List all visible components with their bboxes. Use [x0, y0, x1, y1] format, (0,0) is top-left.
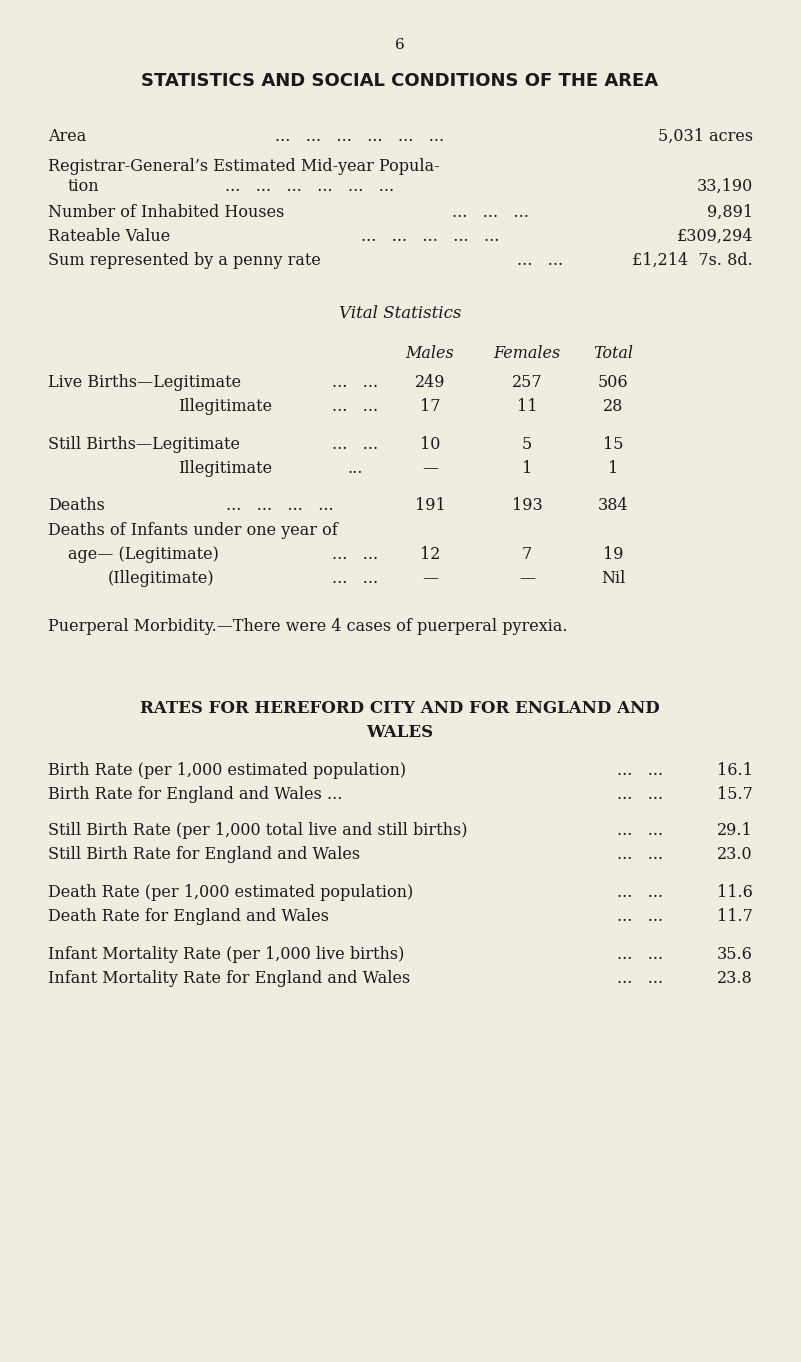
Text: £309,294: £309,294 [677, 227, 753, 245]
Text: Area: Area [48, 128, 87, 144]
Text: WALES: WALES [366, 725, 433, 741]
Text: 29.1: 29.1 [717, 823, 753, 839]
Text: 5: 5 [522, 436, 532, 454]
Text: ...   ...: ... ... [517, 252, 563, 270]
Text: ...   ...: ... ... [617, 908, 663, 925]
Text: STATISTICS AND SOCIAL CONDITIONS OF THE AREA: STATISTICS AND SOCIAL CONDITIONS OF THE … [142, 72, 658, 90]
Text: 28: 28 [603, 398, 623, 415]
Text: Birth Rate for England and Wales ...: Birth Rate for England and Wales ... [48, 786, 342, 804]
Text: ...   ...: ... ... [617, 970, 663, 987]
Text: 15: 15 [602, 436, 623, 454]
Text: Birth Rate (per 1,000 estimated population): Birth Rate (per 1,000 estimated populati… [48, 761, 406, 779]
Text: 1: 1 [608, 460, 618, 477]
Text: —: — [422, 571, 438, 587]
Text: 384: 384 [598, 497, 628, 513]
Text: £1,214  7s. 8d.: £1,214 7s. 8d. [632, 252, 753, 270]
Text: Males: Males [405, 345, 454, 362]
Text: Live Births—Legitimate: Live Births—Legitimate [48, 375, 241, 391]
Text: Total: Total [593, 345, 633, 362]
Text: ...   ...: ... ... [332, 436, 378, 454]
Text: ...   ...: ... ... [617, 823, 663, 839]
Text: 12: 12 [420, 546, 441, 563]
Text: Puerperal Morbidity.—There were 4 cases of puerperal pyrexia.: Puerperal Morbidity.—There were 4 cases … [48, 618, 567, 635]
Text: ...   ...   ...   ...   ...   ...: ... ... ... ... ... ... [225, 178, 395, 195]
Text: Illegitimate: Illegitimate [178, 460, 272, 477]
Text: Still Birth Rate (per 1,000 total live and still births): Still Birth Rate (per 1,000 total live a… [48, 823, 468, 839]
Text: ...   ...: ... ... [617, 786, 663, 804]
Text: Rateable Value: Rateable Value [48, 227, 171, 245]
Text: 33,190: 33,190 [697, 178, 753, 195]
Text: 17: 17 [420, 398, 441, 415]
Text: 506: 506 [598, 375, 628, 391]
Text: Nil: Nil [601, 571, 626, 587]
Text: Death Rate for England and Wales: Death Rate for England and Wales [48, 908, 329, 925]
Text: ...   ...: ... ... [332, 571, 378, 587]
Text: age— (Legitimate): age— (Legitimate) [68, 546, 219, 563]
Text: ...   ...   ...   ...: ... ... ... ... [226, 497, 334, 513]
Text: —: — [422, 460, 438, 477]
Text: Vital Statistics: Vital Statistics [339, 305, 461, 321]
Text: ...   ...: ... ... [332, 375, 378, 391]
Text: 6: 6 [395, 38, 405, 52]
Text: Infant Mortality Rate for England and Wales: Infant Mortality Rate for England and Wa… [48, 970, 410, 987]
Text: —: — [519, 571, 535, 587]
Text: ...: ... [348, 460, 363, 477]
Text: Death Rate (per 1,000 estimated population): Death Rate (per 1,000 estimated populati… [48, 884, 413, 902]
Text: ...   ...   ...   ...   ...   ...: ... ... ... ... ... ... [276, 128, 445, 144]
Text: ...   ...: ... ... [332, 546, 378, 563]
Text: ...   ...   ...   ...   ...: ... ... ... ... ... [360, 227, 499, 245]
Text: 10: 10 [420, 436, 441, 454]
Text: Still Births—Legitimate: Still Births—Legitimate [48, 436, 240, 454]
Text: Registrar-General’s Estimated Mid-year Popula-: Registrar-General’s Estimated Mid-year P… [48, 158, 440, 174]
Text: 19: 19 [602, 546, 623, 563]
Text: 11: 11 [517, 398, 537, 415]
Text: 35.6: 35.6 [717, 947, 753, 963]
Text: 257: 257 [512, 375, 542, 391]
Text: 16.1: 16.1 [717, 761, 753, 779]
Text: 9,891: 9,891 [706, 204, 753, 221]
Text: Deaths: Deaths [48, 497, 105, 513]
Text: Females: Females [493, 345, 561, 362]
Text: ...   ...: ... ... [332, 398, 378, 415]
Text: 193: 193 [512, 497, 542, 513]
Text: Deaths of Infants under one year of: Deaths of Infants under one year of [48, 522, 338, 539]
Text: 191: 191 [415, 497, 445, 513]
Text: ...   ...: ... ... [617, 947, 663, 963]
Text: ...   ...: ... ... [617, 884, 663, 902]
Text: tion: tion [68, 178, 99, 195]
Text: (Illegitimate): (Illegitimate) [108, 571, 215, 587]
Text: ...   ...: ... ... [617, 761, 663, 779]
Text: 23.8: 23.8 [717, 970, 753, 987]
Text: 1: 1 [522, 460, 532, 477]
Text: ...   ...   ...: ... ... ... [452, 204, 529, 221]
Text: RATES FOR HEREFORD CITY AND FOR ENGLAND AND: RATES FOR HEREFORD CITY AND FOR ENGLAND … [140, 700, 660, 716]
Text: Still Birth Rate for England and Wales: Still Birth Rate for England and Wales [48, 846, 360, 864]
Text: Illegitimate: Illegitimate [178, 398, 272, 415]
Text: ...   ...: ... ... [617, 846, 663, 864]
Text: 11.6: 11.6 [717, 884, 753, 902]
Text: 15.7: 15.7 [717, 786, 753, 804]
Text: Sum represented by a penny rate: Sum represented by a penny rate [48, 252, 321, 270]
Text: 7: 7 [522, 546, 532, 563]
Text: 23.0: 23.0 [718, 846, 753, 864]
Text: 5,031 acres: 5,031 acres [658, 128, 753, 144]
Text: Number of Inhabited Houses: Number of Inhabited Houses [48, 204, 284, 221]
Text: 249: 249 [415, 375, 445, 391]
Text: 11.7: 11.7 [717, 908, 753, 925]
Text: Infant Mortality Rate (per 1,000 live births): Infant Mortality Rate (per 1,000 live bi… [48, 947, 405, 963]
